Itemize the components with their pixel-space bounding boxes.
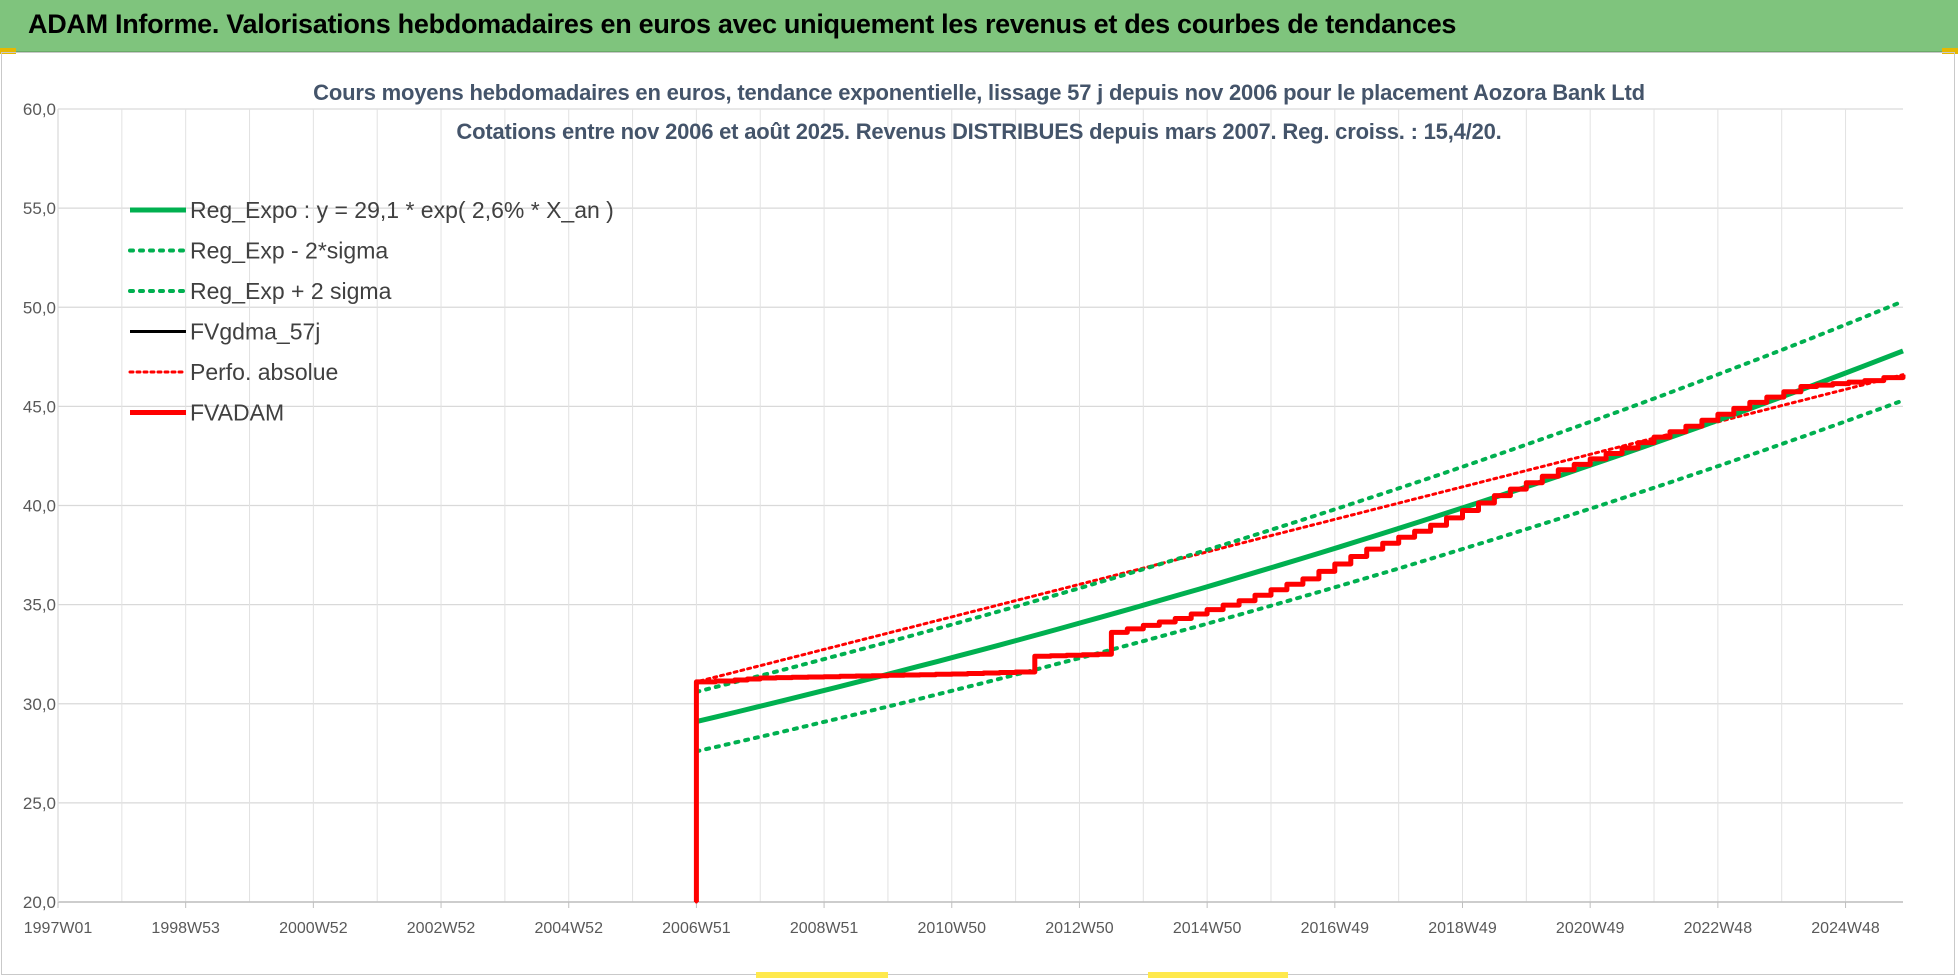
grid [57, 108, 1903, 908]
bottom-accent-left [756, 972, 888, 978]
corner-marker-left [0, 48, 16, 54]
corner-marker-right [1942, 48, 1958, 54]
legend: Reg_Expo : y = 29,1 * exp( 2,6% * X_an )… [128, 197, 614, 426]
x-tick-label: 2006W51 [662, 920, 731, 937]
y-tick-label: 35,0 [23, 596, 56, 615]
x-tick-label: 1997W01 [24, 920, 93, 937]
legend-label: FVgdma_57j [190, 319, 320, 345]
y-tick-label: 40,0 [23, 497, 56, 516]
x-tick-label: 2010W50 [918, 920, 987, 937]
x-tick-label: 2000W52 [279, 920, 348, 937]
x-tick-label: 2020W49 [1556, 920, 1625, 937]
series [693, 299, 1906, 904]
y-tick-label: 25,0 [23, 794, 56, 813]
y-tick-label: 55,0 [23, 199, 56, 218]
series-line-4 [694, 373, 1905, 904]
x-tick-label: 2014W50 [1173, 920, 1242, 937]
y-axis-labels: 20,0 25,0 30,0 35,0 40,0 45,0 50,0 55,0 60,0 [23, 100, 56, 912]
x-tick-label: 2012W50 [1045, 920, 1114, 937]
legend-label: FVADAM [190, 400, 284, 426]
legend-label: Reg_Exp + 2 sigma [190, 278, 392, 304]
legend-label: Reg_Expo : y = 29,1 * exp( 2,6% * X_an ) [190, 197, 614, 223]
series-line-1 [694, 398, 1905, 754]
x-tick-label: 1998W53 [151, 920, 220, 937]
x-tick-label: 2008W51 [790, 920, 859, 937]
y-tick-label: 50,0 [23, 298, 56, 317]
report-banner: ADAM Informe. Valorisations hebdomadaire… [0, 0, 1958, 52]
x-tick-label: 2022W48 [1684, 920, 1753, 937]
chart-title-line-1: Cours moyens hebdomadaires en euros, ten… [313, 80, 1645, 105]
y-tick-label: 30,0 [23, 695, 56, 714]
legend-label: Reg_Exp - 2*sigma [190, 238, 388, 264]
series-line-3 [694, 374, 1905, 902]
x-tick-label: 2016W49 [1301, 920, 1370, 937]
x-axis-labels: 1997W01 1998W53 2000W52 2002W52 2004W52 2006W… [24, 920, 1880, 937]
legend-label: Perfo. absolue [190, 359, 338, 385]
x-tick-label: 2004W52 [534, 920, 603, 937]
x-tick-label: 2002W52 [407, 920, 476, 937]
y-tick-label: 60,0 [23, 100, 56, 119]
y-tick-label: 20,0 [23, 893, 56, 912]
x-tick-label: 2018W49 [1428, 920, 1497, 937]
chart-frame [1, 52, 1955, 975]
series-line-5 [693, 374, 1906, 902]
x-tick-label: 2024W48 [1811, 920, 1880, 937]
series-line-2 [694, 299, 1905, 694]
chart-title-line-2: Cotations entre nov 2006 et août 2025. R… [456, 119, 1502, 144]
y-tick-label: 45,0 [23, 397, 56, 416]
report-title: ADAM Informe. Valorisations hebdomadaire… [28, 9, 1457, 39]
bottom-accent-right [1148, 972, 1288, 978]
